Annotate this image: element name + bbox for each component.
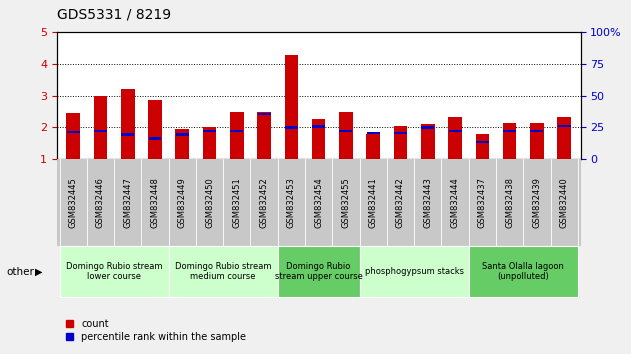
Text: GDS5331 / 8219: GDS5331 / 8219 xyxy=(57,7,171,21)
Text: GSM832450: GSM832450 xyxy=(205,177,214,228)
Bar xyxy=(476,135,489,159)
Bar xyxy=(67,131,80,133)
Text: GSM832454: GSM832454 xyxy=(314,177,323,228)
Bar xyxy=(312,125,325,127)
Bar xyxy=(394,132,407,134)
Text: Domingo Rubio stream
medium course: Domingo Rubio stream medium course xyxy=(175,262,271,281)
Bar xyxy=(203,127,216,159)
Text: GSM832437: GSM832437 xyxy=(478,177,487,228)
Bar xyxy=(148,101,162,159)
Bar xyxy=(476,141,489,143)
Bar xyxy=(175,129,189,159)
Bar xyxy=(285,126,298,129)
Text: GSM832452: GSM832452 xyxy=(259,177,269,228)
Text: GSM832453: GSM832453 xyxy=(287,177,296,228)
Bar xyxy=(230,112,244,159)
Bar xyxy=(367,132,380,134)
Text: GSM832451: GSM832451 xyxy=(232,177,241,228)
Text: GSM832442: GSM832442 xyxy=(396,177,405,228)
Bar xyxy=(531,130,543,132)
Legend: count, percentile rank within the sample: count, percentile rank within the sample xyxy=(62,315,250,346)
Text: GSM832438: GSM832438 xyxy=(505,177,514,228)
Bar xyxy=(257,113,271,115)
Text: Domingo Rubio stream
lower course: Domingo Rubio stream lower course xyxy=(66,262,162,281)
Bar xyxy=(257,112,271,159)
Bar xyxy=(557,117,571,159)
Text: GSM832445: GSM832445 xyxy=(69,177,78,228)
Text: Santa Olalla lagoon
(unpolluted): Santa Olalla lagoon (unpolluted) xyxy=(482,262,564,281)
Bar xyxy=(394,126,407,159)
Bar xyxy=(530,123,544,159)
Text: ▶: ▶ xyxy=(35,267,42,277)
Bar xyxy=(203,130,216,132)
Text: GSM832455: GSM832455 xyxy=(341,177,350,228)
Bar xyxy=(93,96,107,159)
Bar xyxy=(312,119,326,159)
Text: phosphogypsum stacks: phosphogypsum stacks xyxy=(365,267,464,276)
Bar xyxy=(285,55,298,159)
Bar xyxy=(339,130,352,132)
Text: GSM832446: GSM832446 xyxy=(96,177,105,228)
Bar xyxy=(176,133,189,136)
Bar xyxy=(367,135,380,159)
Bar xyxy=(148,137,162,140)
Text: GSM832439: GSM832439 xyxy=(533,177,541,228)
Text: other: other xyxy=(6,267,34,277)
Text: GSM832440: GSM832440 xyxy=(560,177,569,228)
Bar xyxy=(448,117,462,159)
Text: GSM832441: GSM832441 xyxy=(369,177,378,228)
Bar xyxy=(421,124,435,159)
Text: GSM832444: GSM832444 xyxy=(451,177,459,228)
Text: GSM832449: GSM832449 xyxy=(178,177,187,228)
Bar xyxy=(121,88,134,159)
Bar xyxy=(503,123,516,159)
Bar xyxy=(230,130,244,132)
Bar xyxy=(94,130,107,132)
Text: Domingo Rubio
stream upper course: Domingo Rubio stream upper course xyxy=(274,262,363,281)
Bar xyxy=(422,126,434,129)
Bar xyxy=(503,130,516,132)
Text: GSM832447: GSM832447 xyxy=(123,177,133,228)
Bar xyxy=(339,113,353,159)
Text: GSM832443: GSM832443 xyxy=(423,177,432,228)
Bar xyxy=(121,133,134,136)
Text: GSM832448: GSM832448 xyxy=(150,177,160,228)
Bar xyxy=(558,125,570,127)
Bar xyxy=(66,113,80,159)
Bar xyxy=(449,130,461,132)
